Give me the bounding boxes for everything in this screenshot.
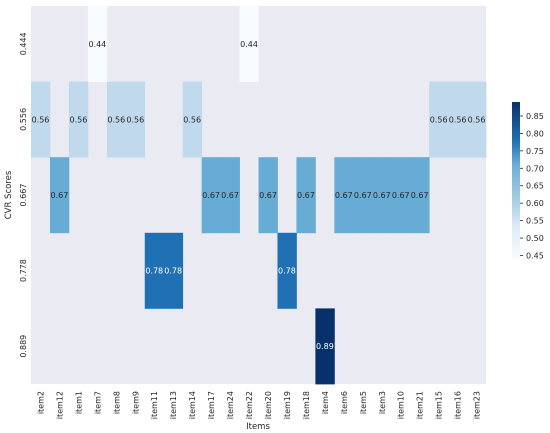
x-tick-label: item7 — [93, 391, 102, 414]
x-tick-label: item13 — [169, 391, 178, 419]
colorbar-tick-label: 0.65 — [526, 182, 544, 191]
heatmap-cell — [391, 157, 411, 234]
x-tick-label: item17 — [207, 391, 216, 419]
colorbar-tick-label: 0.85 — [526, 112, 544, 121]
cell-value-label: 0.78 — [164, 267, 182, 276]
x-tick-label: item16 — [454, 391, 463, 419]
x-tick-label: item23 — [473, 391, 482, 419]
cell-value-label: 0.56 — [32, 115, 50, 124]
cell-value-label: 0.56 — [183, 115, 201, 124]
heatmap-cell — [410, 157, 430, 234]
x-tick-label: item3 — [378, 391, 387, 414]
heatmap-cell — [144, 232, 165, 309]
x-tick-label: item4 — [321, 391, 330, 414]
cell-value-label: 0.44 — [88, 40, 106, 49]
heatmap-cell — [448, 81, 468, 158]
heatmap-cell — [334, 157, 354, 234]
x-axis-label: Items — [246, 422, 270, 432]
cell-value-label: 0.67 — [411, 191, 429, 200]
y-tick-label: 0.778 — [19, 259, 28, 282]
cell-value-label: 0.78 — [278, 267, 296, 276]
colorbar-tick-label: 0.50 — [526, 234, 544, 243]
x-tick-label: item6 — [340, 391, 349, 414]
cell-value-label: 0.67 — [259, 191, 277, 200]
cell-value-label: 0.44 — [240, 40, 258, 49]
y-tick-label: 0.556 — [19, 108, 28, 131]
x-tick-label: item15 — [435, 391, 444, 419]
x-tick-label: item9 — [131, 391, 140, 414]
x-tick-label: item14 — [188, 391, 197, 419]
colorbar-tick-labels: 0.45 0.50 0.55 0.60 0.65 0.70 0.75 0.80 0.85 — [520, 112, 544, 261]
cell-value-label: 0.89 — [316, 342, 334, 351]
colorbar-tick-label: 0.60 — [526, 199, 544, 208]
x-tick-label: item11 — [150, 391, 159, 419]
x-tick-label: item24 — [226, 391, 235, 419]
x-tick-label: item5 — [359, 391, 368, 414]
heatmap-cell — [68, 81, 89, 158]
heatmap-cell — [372, 157, 392, 234]
cell-value-label: 0.56 — [69, 115, 87, 124]
cell-value-label: 0.56 — [449, 115, 467, 124]
y-axis-label: CVR Scores — [4, 170, 14, 219]
x-tick-label: item10 — [397, 391, 406, 419]
cell-value-label: 0.67 — [354, 191, 372, 200]
heatmap-cell — [125, 81, 146, 158]
x-tick-label: item19 — [283, 391, 292, 419]
x-tick-label: item22 — [245, 391, 254, 419]
heatmap-cell — [277, 232, 297, 309]
y-tick-label: 0.889 — [19, 335, 28, 358]
cell-value-label: 0.56 — [107, 115, 125, 124]
heatmap-cell — [315, 308, 335, 385]
heatmap-cell — [49, 157, 70, 234]
colorbar — [512, 102, 520, 259]
heatmap-cell — [163, 232, 184, 309]
cell-value-label: 0.67 — [392, 191, 410, 200]
heatmap-cell — [201, 157, 221, 234]
heatmap-cell — [258, 157, 278, 234]
x-tick-label: item18 — [302, 391, 311, 419]
heatmap-cell — [296, 157, 316, 234]
y-tick-labels: 0.444 0.556 0.667 0.778 0.889 — [19, 32, 28, 357]
heatmap-cell — [467, 81, 487, 158]
x-tick-label: item12 — [55, 391, 64, 419]
cell-value-label: 0.56 — [126, 115, 144, 124]
cell-value-label: 0.67 — [297, 191, 315, 200]
cell-value-label: 0.67 — [202, 191, 220, 200]
heatmap-cell — [31, 81, 51, 158]
cell-value-label: 0.67 — [221, 191, 239, 200]
colorbar-tick-label: 0.75 — [526, 147, 544, 156]
x-tick-labels: item2 item12 item1 item7 item8 item9 item11 ite… — [36, 391, 481, 419]
cell-value-label: 0.78 — [145, 267, 163, 276]
x-tick-label: item20 — [264, 391, 273, 419]
cell-value-label: 0.56 — [430, 115, 448, 124]
colorbar-tick-label: 0.45 — [526, 252, 544, 261]
heatmap-cell — [106, 81, 127, 158]
heatmap-cell — [220, 157, 240, 234]
cell-value-label: 0.67 — [335, 191, 353, 200]
heatmap-cell — [87, 6, 108, 82]
cell-value-label: 0.67 — [51, 191, 69, 200]
heatmap-cell-labels: 0.44 0.440.56 0.56 0.56 0.56 0.56 0.56 0.56 0.56… — [32, 40, 486, 351]
x-tick-label: item2 — [36, 391, 45, 414]
y-tick-label: 0.667 — [19, 184, 28, 207]
heatmap-cell — [429, 81, 449, 158]
colorbar-tick-label: 0.80 — [526, 129, 544, 138]
heatmap-cells — [31, 6, 487, 385]
x-tick-label: item21 — [416, 391, 425, 419]
x-tick-label: item8 — [112, 391, 121, 414]
x-tick-label: item1 — [74, 391, 83, 414]
colorbar-tick-label: 0.55 — [526, 217, 544, 226]
colorbar-tick-label: 0.70 — [526, 164, 544, 173]
cell-value-label: 0.67 — [373, 191, 391, 200]
heatmap-cell — [239, 6, 259, 82]
heatmap-cell — [182, 81, 203, 158]
cell-value-label: 0.56 — [468, 115, 486, 124]
y-tick-label: 0.444 — [19, 32, 28, 55]
heatmap-cell — [353, 157, 373, 234]
